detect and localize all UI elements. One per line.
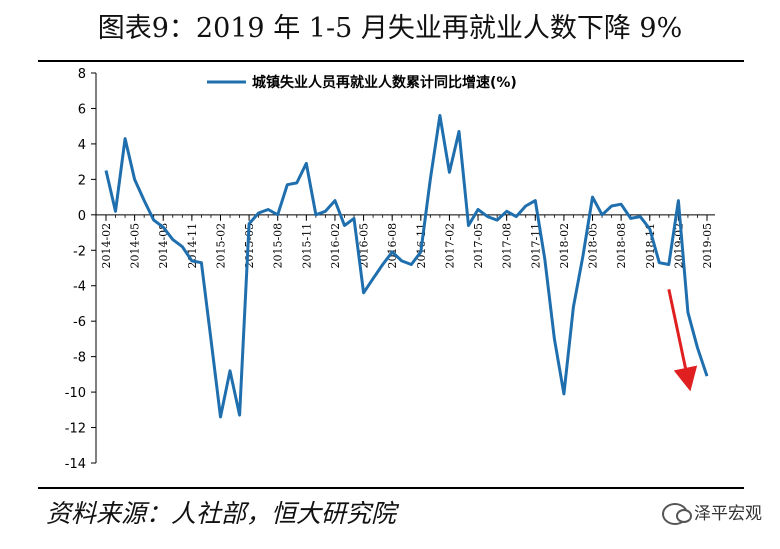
source-note: 资料来源：人社部，恒大研究院 [46,499,397,528]
series-line [104,114,709,419]
wechat-icon [662,503,692,525]
y-tick-label: 2 [78,173,86,188]
y-tick-label: -8 [73,351,86,366]
legend-label: 城镇失业人员再就业人数累计同比增速(%) [252,74,517,91]
x-tick-label: 2017-11 [529,223,542,269]
x-tick-label: 2017-02 [443,223,456,269]
chart-title: 图表9：2019 年 1-5 月失业再就业人数下降 9% [97,13,683,44]
x-tick-label: 2018-08 [615,223,628,269]
x-tick-label: 2015-02 [214,223,227,269]
y-tick-label: -12 [65,422,86,437]
y-tick-label: -4 [73,280,86,295]
x-tick-label: 2018-11 [644,223,657,269]
x-tick-label: 2018-05 [587,223,600,269]
watermark-text: 泽平宏观 [694,504,762,524]
annotation-arrow [667,288,698,392]
x-tick-label: 2014-02 [100,223,113,269]
y-tick-label: 0 [78,209,86,224]
x-tick-label: 2015-08 [272,223,285,269]
y-tick-label: 6 [78,102,86,117]
x-tick-label: 2018-02 [558,223,571,269]
x-tick-label: 2016-02 [329,223,342,269]
x-tick-label: 2016-08 [386,223,399,269]
y-tick-label: -2 [73,244,86,259]
y-tick-label: -14 [65,457,86,472]
x-tick-label: 2019-05 [701,223,714,269]
x-tick-label: 2014-05 [129,223,142,269]
x-tick-label: 2015-11 [300,223,313,269]
y-tick-label: 4 [78,138,86,153]
footer-divider [38,487,744,489]
y-tick-label: -6 [73,315,86,330]
x-tick-label: 2016-05 [358,223,371,269]
watermark: 泽平宏观 [662,500,762,528]
y-tick-label: -10 [65,386,86,401]
y-tick-label: 8 [78,67,86,82]
title-divider [38,60,744,62]
x-tick-label: 2017-08 [501,223,514,269]
x-tick-label: 2017-05 [472,223,485,269]
